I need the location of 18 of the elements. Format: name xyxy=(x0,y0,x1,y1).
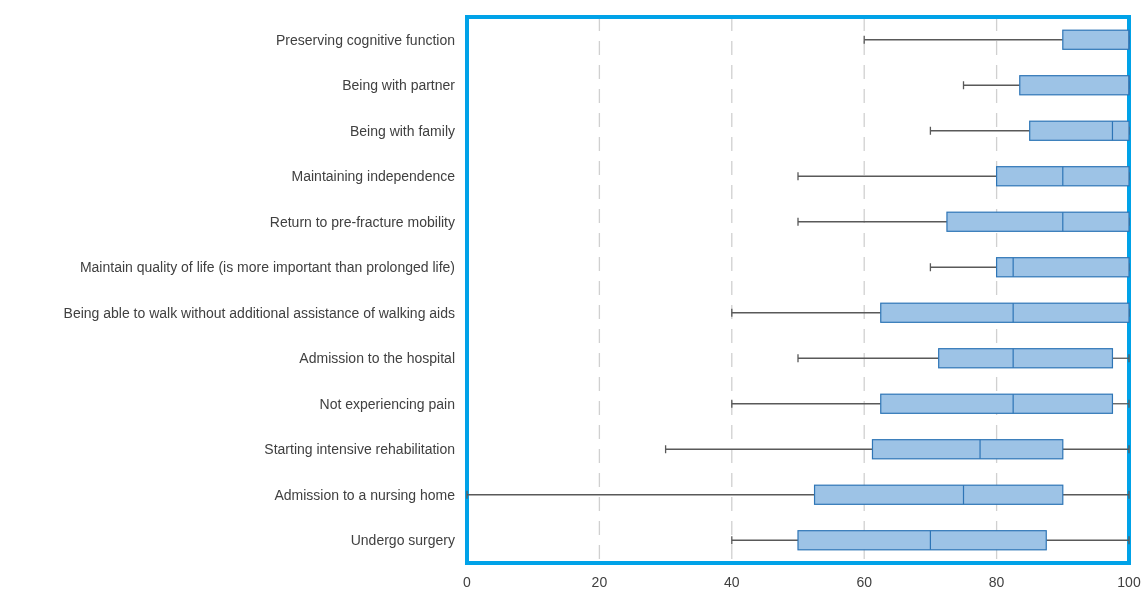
y-tick-label: Admission to a nursing home xyxy=(274,486,456,503)
x-tick-label: 80 xyxy=(988,574,1005,590)
y-tick-label: Being able to walk without additional assistance of walking aids xyxy=(63,304,455,321)
y-tick-label: Maintaining independence xyxy=(291,168,456,185)
y-tick-label: Admission to the hospital xyxy=(299,350,455,367)
y-tick-label: Not experiencing pain xyxy=(319,395,455,412)
y-tick-label: Being with family xyxy=(349,122,455,139)
y-tick-label: Undergo surgery xyxy=(350,532,455,549)
x-tick-label: 100 xyxy=(1117,574,1141,590)
y-tick-label: Starting intensive rehabilitation xyxy=(264,441,455,458)
x-tick-label: 60 xyxy=(856,574,873,590)
x-tick-label: 0 xyxy=(463,574,472,590)
y-tick-label: Maintain quality of life (is more important than prolonged life) xyxy=(79,259,455,276)
x-tick-label: 20 xyxy=(591,574,608,590)
x-tick-label: 40 xyxy=(724,574,740,590)
y-tick-label: Return to pre-fracture mobility xyxy=(269,213,455,230)
y-tick-label: Being with partner xyxy=(342,77,456,94)
y-tick-label: Preserving cognitive function xyxy=(276,31,455,48)
